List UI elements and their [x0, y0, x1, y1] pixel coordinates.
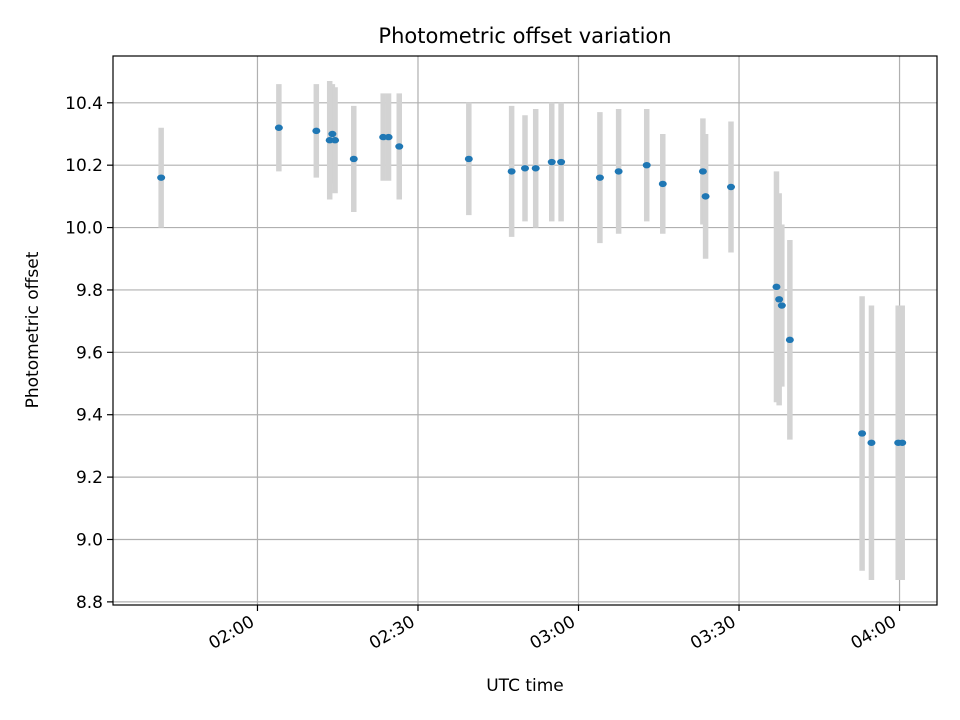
- data-point: [331, 137, 340, 144]
- y-tick-label: 9.2: [76, 468, 103, 488]
- y-tick-label: 9.0: [76, 530, 103, 550]
- y-tick-label: 9.4: [76, 406, 103, 426]
- data-point: [384, 133, 393, 141]
- data-point: [867, 439, 876, 446]
- data-point: [777, 302, 786, 309]
- data-point: [349, 155, 358, 163]
- y-axis: 8.8 9.0 9.2 9.4 9.6 9.8 10.0 10.2 10.4: [65, 94, 113, 613]
- data-point: [328, 130, 337, 138]
- data-point: [531, 165, 540, 172]
- data-point: [658, 180, 667, 188]
- data-point: [614, 168, 623, 175]
- data-point: [701, 193, 710, 200]
- data-point: [785, 336, 794, 344]
- data-point: [395, 143, 404, 150]
- data-point: [312, 127, 321, 135]
- data-point: [157, 174, 166, 181]
- data-point: [547, 158, 556, 166]
- data-point: [642, 161, 651, 169]
- data-point: [557, 158, 566, 166]
- y-tick-label: 10.0: [65, 219, 103, 239]
- x-axis-title: UTC time: [486, 676, 564, 696]
- y-tick-label: 8.8: [76, 593, 103, 613]
- data-point: [727, 183, 735, 191]
- y-axis-title: Photometric offset: [23, 251, 43, 408]
- data-point: [698, 168, 707, 175]
- y-tick-label: 10.2: [65, 156, 103, 176]
- data-point: [772, 283, 781, 291]
- y-tick-label: 9.8: [76, 281, 103, 301]
- data-point: [858, 430, 867, 437]
- data-point: [521, 165, 529, 172]
- data-point: [595, 174, 604, 181]
- chart-title: Photometric offset variation: [378, 24, 671, 48]
- y-tick-label: 10.4: [65, 94, 103, 114]
- data-points: [157, 124, 907, 446]
- data-point: [898, 439, 907, 446]
- y-tick-label: 9.6: [76, 343, 103, 363]
- data-point: [464, 155, 473, 163]
- data-point: [775, 296, 784, 303]
- plot-area-frame: [112, 55, 938, 606]
- data-point: [507, 168, 516, 175]
- data-point: [274, 124, 283, 131]
